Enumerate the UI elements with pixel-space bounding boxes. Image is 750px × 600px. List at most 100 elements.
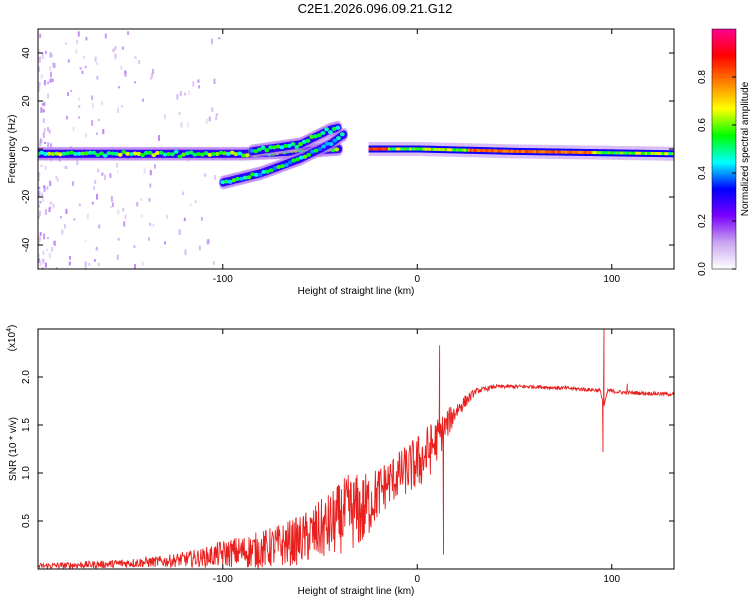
- noise-cell: [147, 237, 150, 241]
- noise-cell: [44, 262, 47, 268]
- noise-cell: [88, 262, 91, 266]
- steady-core: [401, 147, 404, 151]
- steady-core: [629, 151, 632, 155]
- feature-core: [249, 148, 255, 153]
- steady-core: [448, 148, 451, 152]
- noise-cell: [75, 49, 78, 54]
- steady-core: [454, 148, 457, 152]
- steady-core: [640, 151, 644, 155]
- feature-core: [220, 180, 226, 185]
- feature-core: [320, 131, 326, 135]
- noise-cell: [49, 52, 52, 58]
- noise-cell: [57, 178, 59, 182]
- noise-cell: [38, 204, 40, 208]
- noise-cell: [127, 31, 130, 36]
- noise-cell: [84, 133, 87, 138]
- noise-cell: [91, 95, 94, 101]
- steady-core: [652, 152, 655, 155]
- feature-core: [84, 151, 89, 156]
- noise-cell: [178, 229, 181, 235]
- feature-core: [140, 153, 146, 158]
- steady-core: [594, 151, 597, 155]
- noise-cell: [44, 165, 47, 170]
- steady-core: [621, 151, 624, 155]
- steady-core: [613, 151, 616, 155]
- steady-core: [444, 148, 447, 152]
- snr-x-axis-label: Height of straight line (km): [298, 586, 415, 597]
- noise-cell: [38, 49, 41, 53]
- feature-core: [339, 132, 345, 137]
- noise-cell: [206, 239, 209, 245]
- feature-core: [298, 142, 303, 147]
- noise-cell: [189, 203, 192, 206]
- steady-core: [617, 151, 620, 155]
- noise-cell: [98, 224, 101, 229]
- noise-cell: [78, 116, 80, 119]
- noise-cell: [52, 62, 54, 68]
- noise-cell: [204, 173, 207, 177]
- steady-core: [438, 148, 441, 151]
- spectrogram-noise: [38, 31, 221, 269]
- snr-content: [38, 329, 674, 569]
- steady-core: [425, 147, 428, 151]
- steady-core: [392, 147, 395, 151]
- noise-cell: [134, 56, 137, 59]
- feature-core: [166, 152, 172, 156]
- feature-core: [162, 152, 168, 157]
- noise-cell: [84, 239, 87, 243]
- colorbar-tick-label: 0.4: [697, 166, 708, 180]
- feature-core: [132, 151, 138, 156]
- feature-core: [324, 127, 329, 132]
- colorbar-tick-label: 0.6: [697, 118, 708, 132]
- steady-core: [625, 151, 628, 155]
- noise-cell: [211, 38, 214, 45]
- noise-cell: [149, 77, 152, 80]
- noise-cell: [43, 233, 46, 240]
- steady-core: [407, 147, 410, 151]
- feature-core: [332, 138, 338, 143]
- snr-ticks: -100 0 100 0.5 1.0 1.5 2.0: [21, 329, 674, 585]
- colorbar-gradient: [711, 28, 737, 270]
- steady-core: [514, 149, 517, 153]
- feature-core: [218, 150, 224, 155]
- steady-core: [537, 150, 541, 154]
- noise-cell: [154, 164, 156, 169]
- noise-cell: [192, 81, 195, 87]
- feature-core: [294, 144, 300, 149]
- steady-core: [637, 151, 640, 155]
- chart-title: C2E1.2026.096.09.21.G12: [297, 1, 453, 16]
- feature-core: [295, 157, 300, 162]
- noise-cell: [41, 103, 44, 106]
- feature-core: [305, 138, 311, 143]
- noise-cell: [92, 102, 95, 109]
- steady-core: [374, 147, 377, 151]
- steady-core: [510, 149, 513, 153]
- feature-core: [173, 149, 179, 154]
- noise-cell: [49, 180, 52, 187]
- noise-cell: [45, 248, 48, 252]
- noise-cell: [38, 253, 40, 258]
- noise-cell: [184, 249, 187, 256]
- noise-cell: [138, 60, 141, 64]
- feature-core: [226, 151, 231, 156]
- spectrogram-panel: -100 0 100 -40 -20 0 20 40 Height of straight l…: [7, 28, 675, 297]
- feature-core: [291, 158, 297, 163]
- steady-core: [419, 147, 422, 151]
- noise-cell: [84, 261, 87, 267]
- noise-cell: [49, 78, 52, 83]
- steady-core: [483, 149, 486, 153]
- feature-core: [155, 151, 160, 155]
- steady-core: [524, 150, 527, 153]
- noise-cell: [39, 33, 42, 38]
- noise-cell: [117, 209, 120, 215]
- steady-core: [672, 152, 674, 156]
- steady-core: [570, 150, 574, 154]
- noise-cell: [46, 186, 49, 191]
- noise-cell: [218, 37, 221, 40]
- steady-core: [526, 150, 529, 154]
- steady-core: [578, 150, 581, 154]
- noise-cell: [91, 120, 94, 126]
- noise-cell: [124, 214, 127, 220]
- steady-core: [565, 150, 568, 154]
- feature-core: [328, 142, 334, 146]
